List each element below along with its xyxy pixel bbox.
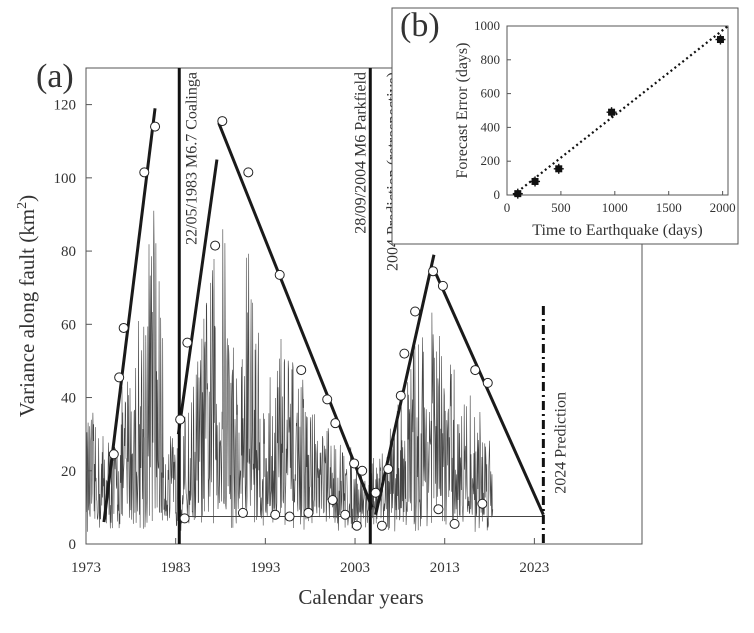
inset-x-tick-label: 1000 xyxy=(602,200,628,215)
peak-marker xyxy=(428,266,439,277)
y-tick-label: 0 xyxy=(69,537,77,553)
peak-marker xyxy=(217,116,228,127)
trend-line-5 xyxy=(432,268,545,516)
trough-marker xyxy=(351,520,362,531)
y-tick-label: 120 xyxy=(54,98,77,114)
peak-marker xyxy=(139,167,150,178)
trough-marker xyxy=(376,520,387,531)
x-tick-label: 1973 xyxy=(71,560,101,576)
peak-marker xyxy=(470,365,481,376)
event-label-2: 28/09/2004 M6 Parkfield xyxy=(352,72,369,234)
peak-marker xyxy=(210,240,221,251)
trough-marker xyxy=(270,509,281,520)
peak-marker xyxy=(114,372,125,383)
y-axis-title-close: ) xyxy=(15,195,39,202)
y-tick-label: 60 xyxy=(61,317,76,333)
inset-x-axis-title: Time to Earthquake (days) xyxy=(532,222,702,239)
trough-marker xyxy=(370,487,381,498)
peak-marker xyxy=(349,458,360,469)
inset-fit-line xyxy=(512,25,729,196)
inset-panel: 0 500 1000 1500 2000 0 200 400 600 800 1000 Time to… xyxy=(391,7,739,245)
inset-x-tick-label: 500 xyxy=(551,200,571,215)
inset-y-tick-label: 0 xyxy=(494,187,501,202)
inset-y-tick-label: 800 xyxy=(481,52,501,67)
y-axis-title-text: Variance along fault (km xyxy=(15,209,39,417)
peak-marker xyxy=(150,121,161,132)
trough-marker xyxy=(327,495,338,506)
y-axis-title-superscript: 2 xyxy=(15,202,30,209)
plot-frame xyxy=(85,67,643,545)
event-label-1: 22/05/1983 M6.7 Coalinga xyxy=(183,72,200,245)
peak-marker xyxy=(274,269,285,280)
x-tick-label: 2003 xyxy=(340,560,370,576)
trough-marker xyxy=(383,463,394,474)
inset-x-tick-label: 1500 xyxy=(656,200,682,215)
peak-marker xyxy=(182,337,193,348)
y-tick-label: 100 xyxy=(54,171,77,187)
event-label-4: 2024 Prediction xyxy=(552,392,569,494)
trough-marker xyxy=(303,507,314,518)
inset-box xyxy=(391,7,739,245)
trend-line-2 xyxy=(176,159,219,435)
peak-marker xyxy=(243,167,254,178)
peak-marker xyxy=(399,348,410,359)
peak-marker xyxy=(482,377,493,388)
trough-marker xyxy=(449,518,460,529)
peak-marker xyxy=(357,465,368,476)
y-axis-title: Variance along fault (km2) xyxy=(15,195,39,417)
panel-label-b: (b) xyxy=(400,7,440,44)
inset-y-axis-title: Forecast Error (days) xyxy=(454,43,471,179)
trough-marker xyxy=(340,509,351,520)
x-tick-label: 1983 xyxy=(161,560,191,576)
x-tick-label: 2023 xyxy=(519,560,549,576)
trough-marker xyxy=(433,504,444,515)
inset-x-tick-label: 0 xyxy=(504,200,511,215)
peak-marker xyxy=(330,418,341,429)
peak-marker xyxy=(296,365,307,376)
panel-label-a: (a) xyxy=(36,58,74,95)
peak-marker xyxy=(410,306,421,317)
inset-y-tick-label: 400 xyxy=(481,119,501,134)
inset-y-tick-label: 600 xyxy=(481,86,501,101)
x-axis-title: Calendar years xyxy=(298,585,423,609)
inset-x-tick-label: 2000 xyxy=(710,200,736,215)
x-tick-label: 2013 xyxy=(430,560,460,576)
trough-marker xyxy=(237,507,248,518)
peak-marker xyxy=(437,280,448,291)
peak-marker xyxy=(118,322,129,333)
trough-marker xyxy=(179,513,190,524)
y-tick-label: 80 xyxy=(61,244,76,260)
peak-marker xyxy=(108,449,119,460)
trough-marker xyxy=(477,498,488,509)
peak-marker xyxy=(322,394,333,405)
inset-y-tick-label: 1000 xyxy=(474,18,500,33)
peak-marker xyxy=(175,414,186,425)
variance-series-line xyxy=(86,210,494,532)
x-tick-label: 1993 xyxy=(250,560,280,576)
y-tick-label: 40 xyxy=(61,391,76,407)
peak-marker xyxy=(395,390,406,401)
y-tick-label: 20 xyxy=(61,464,76,480)
inset-plot-frame xyxy=(506,25,729,196)
trough-marker xyxy=(284,511,295,522)
trend-line-3 xyxy=(217,122,374,508)
inset-y-tick-label: 200 xyxy=(481,153,501,168)
